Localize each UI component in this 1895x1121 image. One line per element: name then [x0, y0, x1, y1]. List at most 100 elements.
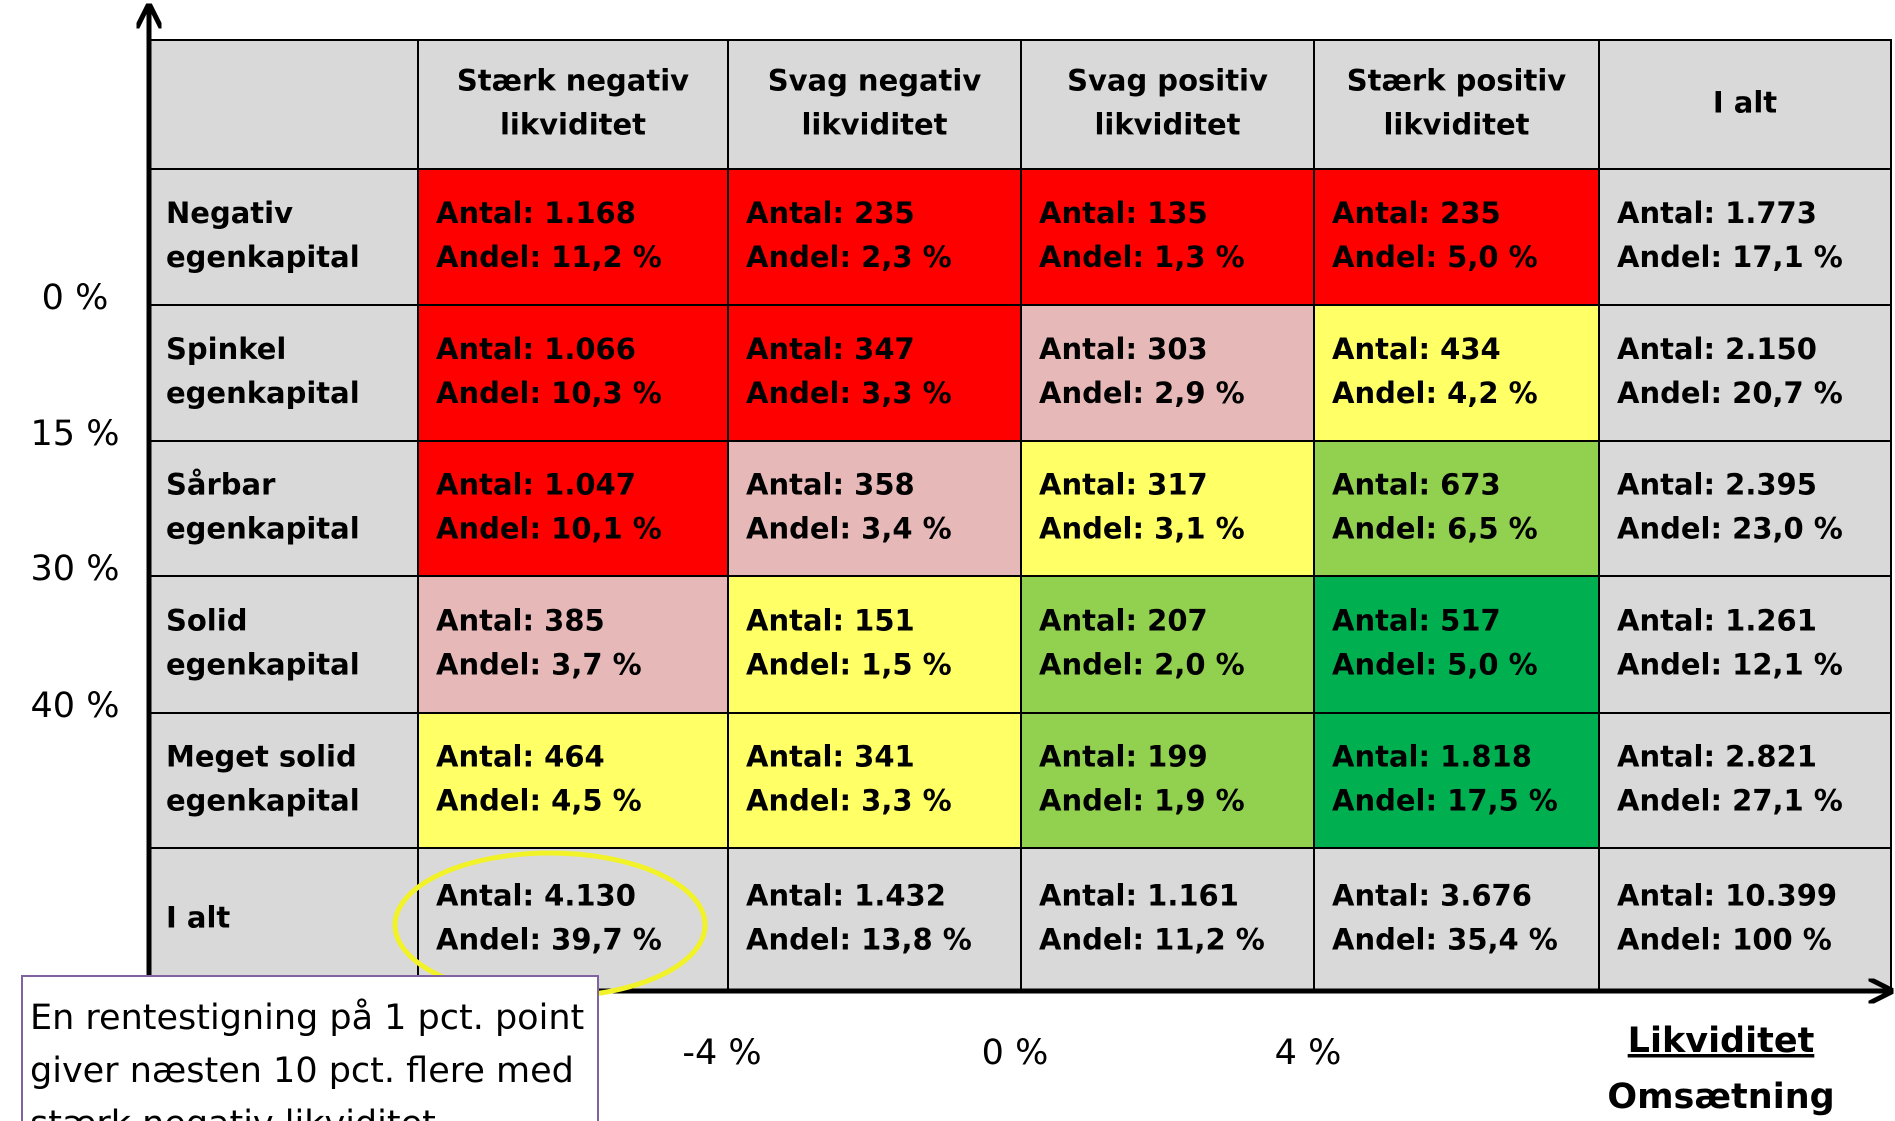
- cell-text: Antal: 207: [1039, 604, 1208, 638]
- cell: [1313, 168, 1600, 306]
- cell: [1020, 168, 1315, 306]
- y-tick-label: 0 %: [42, 278, 109, 318]
- cell-text: Antal: 1.261: [1617, 604, 1817, 638]
- cell: [417, 304, 729, 442]
- cell-text: Antal: 303: [1039, 332, 1208, 366]
- cell-text: Antal: 151: [746, 604, 915, 638]
- cell-text: Antal: 4.130: [436, 879, 636, 913]
- cell-text: Andel: 17,1 %: [1617, 240, 1843, 274]
- column-header: likviditet: [1094, 108, 1240, 142]
- row-header-cell: [148, 168, 419, 306]
- column-header: Svag positiv: [1067, 64, 1268, 98]
- cell: [727, 168, 1022, 306]
- note-text: giver næsten 10 pct. flere med: [30, 1051, 574, 1091]
- cell: [1020, 847, 1315, 992]
- row-header: egenkapital: [166, 784, 360, 818]
- cell: [727, 712, 1022, 849]
- cell-text: Andel: 10,1 %: [436, 512, 662, 546]
- cell: [1020, 440, 1315, 577]
- cell: [1020, 304, 1315, 442]
- cell-text: Andel: 11,2 %: [1039, 923, 1265, 957]
- header-cell: [417, 39, 729, 170]
- cell-text: Andel: 1,3 %: [1039, 240, 1245, 274]
- cell: [1313, 575, 1600, 714]
- note-box: [21, 975, 599, 1121]
- row-header: egenkapital: [166, 648, 360, 682]
- cell: [727, 440, 1022, 577]
- cell: [1598, 168, 1892, 306]
- column-header: Svag negativ: [768, 64, 982, 98]
- cell: [727, 304, 1022, 442]
- cell: [1313, 304, 1600, 442]
- cell-text: Antal: 10.399: [1617, 879, 1837, 913]
- cell: [1598, 575, 1892, 714]
- cell: [1598, 440, 1892, 577]
- cell-text: Antal: 464: [436, 740, 605, 774]
- row-header-cell: [148, 304, 419, 442]
- header-cell: [1598, 39, 1892, 170]
- cell: [1313, 440, 1600, 577]
- cell: [417, 575, 729, 714]
- row-header: Spinkel: [166, 332, 286, 366]
- y-tick-label: 30 %: [31, 549, 120, 589]
- column-header: Stærk positiv: [1347, 64, 1567, 98]
- cell: [1020, 712, 1315, 849]
- cell-text: Andel: 3,4 %: [746, 512, 952, 546]
- column-header: likviditet: [500, 108, 646, 142]
- cell-text: Andel: 20,7 %: [1617, 376, 1843, 410]
- cell-text: Andel: 2,3 %: [746, 240, 952, 274]
- cell: [417, 847, 729, 992]
- x-axis-label: Likviditet: [1628, 1021, 1815, 1061]
- cell-text: Andel: 1,5 %: [746, 648, 952, 682]
- row-header: egenkapital: [166, 240, 360, 274]
- cell-text: Andel: 100 %: [1617, 923, 1832, 957]
- note-text: En rentestigning på 1 pct. point: [30, 997, 584, 1038]
- header-cell: [1313, 39, 1600, 170]
- cell-text: Antal: 2.150: [1617, 332, 1817, 366]
- cell-text: Andel: 1,9 %: [1039, 784, 1245, 818]
- cell-text: Andel: 35,4 %: [1332, 923, 1558, 957]
- cell-text: Antal: 1.066: [436, 332, 636, 366]
- cell-text: Antal: 673: [1332, 468, 1501, 502]
- cell-text: Andel: 4,2 %: [1332, 376, 1538, 410]
- cell: [1313, 712, 1600, 849]
- cell-text: Andel: 2,9 %: [1039, 376, 1245, 410]
- y-tick-label: 40 %: [31, 686, 120, 726]
- cell: [1598, 712, 1892, 849]
- cell-text: Andel: 3,3 %: [746, 376, 952, 410]
- row-header: Negativ: [166, 196, 293, 230]
- y-tick-label: 15 %: [31, 414, 120, 454]
- cell-text: Antal: 3.676: [1332, 879, 1532, 913]
- cell: [727, 575, 1022, 714]
- cell: [417, 168, 729, 306]
- cell: [417, 712, 729, 849]
- cell-text: Antal: 347: [746, 332, 915, 366]
- cell-text: Antal: 1.773: [1617, 196, 1817, 230]
- header-cell: [148, 39, 419, 170]
- cell-text: Antal: 385: [436, 604, 605, 638]
- cell-text: Andel: 13,8 %: [746, 923, 972, 957]
- cell-text: Andel: 27,1 %: [1617, 784, 1843, 818]
- cell-text: Antal: 2.821: [1617, 740, 1817, 774]
- x-tick-label: -4 %: [682, 1033, 761, 1073]
- cell-text: Andel: 11,2 %: [436, 240, 662, 274]
- cell-text: Antal: 199: [1039, 740, 1208, 774]
- cell-text: Andel: 5,0 %: [1332, 648, 1538, 682]
- header-cell: [1020, 39, 1315, 170]
- row-header: Solid: [166, 604, 247, 638]
- cell-text: Andel: 3,3 %: [746, 784, 952, 818]
- row-header: egenkapital: [166, 376, 360, 410]
- x-tick-label: 0 %: [982, 1033, 1049, 1073]
- row-header: I alt: [166, 901, 230, 935]
- cell-text: Andel: 17,5 %: [1332, 784, 1558, 818]
- cell: [1313, 847, 1600, 992]
- cell-text: Andel: 6,5 %: [1332, 512, 1538, 546]
- x-axis-label2: Omsætning: [1607, 1077, 1834, 1117]
- cell-text: Antal: 358: [746, 468, 915, 502]
- cell-text: Andel: 10,3 %: [436, 376, 662, 410]
- row-header: Meget solid: [166, 740, 357, 774]
- cell: [417, 440, 729, 577]
- cell-text: Antal: 517: [1332, 604, 1501, 638]
